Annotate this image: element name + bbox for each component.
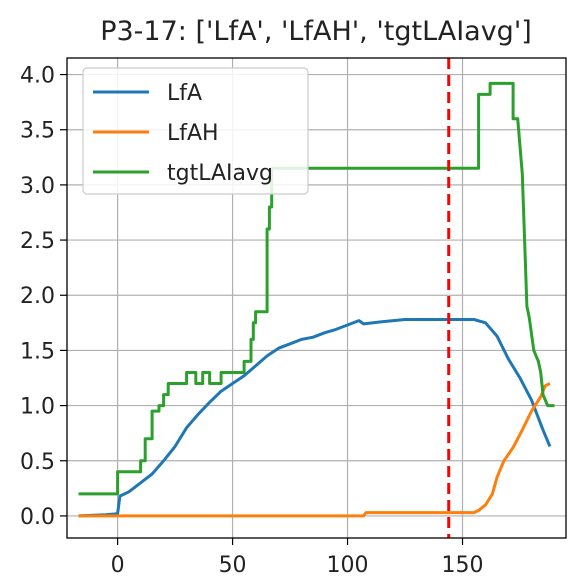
axis-ticks: 0 50 100 150 0.0 0.5 1.0 1.5 2.0 2.5 3.0 3.5 4.0 [20,64,484,578]
y-tick-label: 2.5 [20,229,55,254]
legend-label: tgtLAIavg [167,161,273,186]
series-line-tgtlaiavg [78,81,555,496]
y-tick-label: 0.5 [20,450,55,475]
x-tick-label: 50 [219,553,247,578]
x-tick-label: 150 [442,553,484,578]
legend-label: LfA [167,81,202,106]
series-line-lfah [78,382,551,518]
y-tick-label: 0.0 [20,505,55,530]
series-layer [78,81,555,518]
series-line-lfa [78,318,552,518]
y-tick-label: 3.0 [20,174,55,199]
y-tick-label: 2.0 [20,284,55,309]
y-tick-label: 1.0 [20,395,55,420]
legend: LfA LfAH tgtLAIavg [82,67,309,195]
y-tick-label: 4.0 [20,64,55,89]
x-tick-label: 0 [111,553,125,578]
y-tick-label: 3.5 [20,119,55,144]
y-tick-label: 1.5 [20,339,55,364]
legend-label: LfAH [167,121,219,146]
legend-box [82,67,309,195]
chart-title: P3-17: ['LfA', 'LfAH', 'tgtLAIavg'] [100,16,532,47]
plot-area-frame [66,57,567,539]
x-tick-label: 100 [327,553,369,578]
